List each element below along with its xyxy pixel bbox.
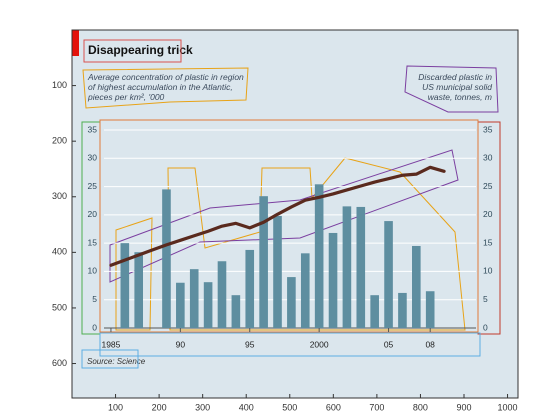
y-tick-label: 400: [52, 247, 67, 257]
x-tick-label: 95: [245, 339, 255, 349]
bar: [370, 295, 379, 328]
y2-tick-label: 10: [483, 266, 493, 276]
y2-tick-label: 15: [483, 237, 493, 247]
x-tick-label: 200: [152, 402, 167, 412]
y-tick-label: 15: [88, 237, 98, 247]
x-tick-label: 300: [195, 402, 210, 412]
y-tick-label: 600: [52, 358, 67, 368]
bar: [176, 282, 185, 328]
y2-tick-label: 25: [483, 181, 493, 191]
x-tick-label: 100: [108, 402, 123, 412]
y-tick-label: 20: [88, 209, 98, 219]
bar: [314, 184, 324, 328]
y2-tick-label: 0: [483, 322, 488, 332]
bar: [259, 196, 268, 328]
x-tick-label: 800: [413, 402, 428, 412]
bar: [300, 253, 310, 328]
y-tick-label: 30: [88, 153, 98, 163]
bar: [203, 282, 213, 328]
y2-tick-label: 5: [483, 294, 488, 304]
bar: [273, 215, 282, 328]
bar: [231, 295, 241, 328]
bar: [412, 245, 421, 328]
image-background: [72, 30, 518, 398]
bar: [384, 221, 393, 328]
axes-frame: [71, 29, 519, 399]
source: Source: Science: [87, 357, 146, 366]
y-tick-label: 25: [88, 181, 98, 191]
x-tick-label: 1000: [498, 402, 518, 412]
y2-tick-label: 30: [483, 153, 493, 163]
bar: [356, 206, 366, 328]
annotations: [81, 39, 501, 369]
x-tick-label: 500: [282, 402, 297, 412]
bar: [162, 189, 171, 328]
bar: [134, 252, 144, 328]
bar: [328, 232, 338, 328]
chart-title: Disappearing trick: [88, 43, 193, 57]
y-tick-label: 200: [52, 136, 67, 146]
bar: [287, 277, 296, 328]
subtitle-right: Discarded plastic in US municipal solid …: [418, 72, 492, 102]
subtitle-left: Average concentration of plastic in regi…: [88, 72, 244, 102]
bar: [245, 249, 255, 328]
x-tick-label: 08: [425, 339, 435, 349]
bar: [189, 269, 199, 328]
bar: [120, 243, 130, 328]
y2-tick-label: 20: [483, 209, 493, 219]
y-tick-label: 100: [52, 80, 67, 90]
y-tick-label: 300: [52, 191, 67, 201]
bar: [342, 206, 352, 328]
x-tick-label: 05: [384, 339, 394, 349]
x-tick-label: 400: [239, 402, 254, 412]
y-tick-label: 0: [92, 322, 97, 332]
y-tick-label: 10: [88, 266, 98, 276]
plot: [104, 129, 476, 332]
x-tick-label: 600: [326, 402, 341, 412]
bar: [398, 292, 407, 328]
x-tick-label: 700: [369, 402, 384, 412]
y2-tick-label: 35: [483, 124, 493, 134]
y-tick-label: 500: [52, 302, 67, 312]
bar: [217, 261, 227, 328]
x-tick-label: 2000: [310, 339, 329, 349]
red-tab: [72, 30, 79, 56]
bar: [425, 291, 435, 328]
y-tick-label: 35: [88, 124, 98, 134]
x-tick-label: 1985: [101, 339, 120, 349]
x-tick-label: 90: [176, 339, 186, 349]
y-tick-label: 5: [92, 294, 97, 304]
x-tick-label: 900: [456, 402, 471, 412]
line: [109, 165, 446, 267]
